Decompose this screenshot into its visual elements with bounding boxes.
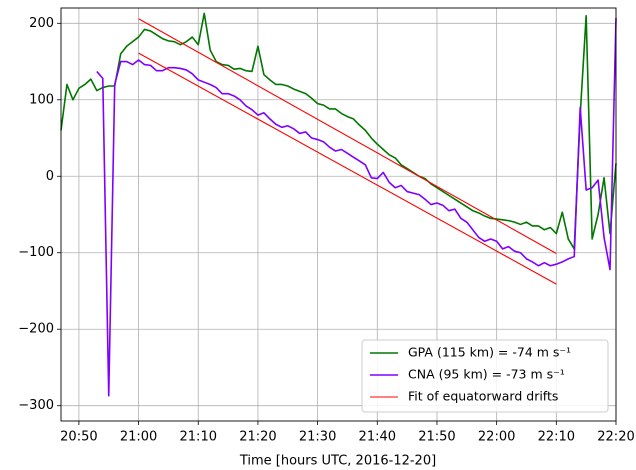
x-tick-label: 21:10 [180, 430, 217, 445]
y-tick-label: 100 [29, 92, 54, 107]
plot-frame [60, 7, 617, 422]
x-tick-label: 21:00 [120, 430, 157, 445]
x-tick-label: 21:40 [359, 430, 396, 445]
x-tick-label: 22:00 [478, 430, 515, 445]
y-tick-label: −100 [18, 245, 54, 260]
legend-label: GPA (115 km) = -74 m s⁻¹ [408, 345, 571, 360]
fit-line [138, 18, 557, 254]
x-tick-label: 21:50 [418, 430, 455, 445]
legend-label: Fit of equatorward drifts [408, 389, 558, 404]
y-tick-label: 0 [46, 169, 54, 184]
legend-label: CNA (95 km) = -73 m s⁻¹ [408, 367, 565, 382]
series-line [96, 17, 617, 397]
x-tick-label: 22:20 [597, 430, 634, 445]
y-tick-label: −300 [18, 398, 54, 413]
x-tick-label: 21:30 [299, 430, 336, 445]
series-line [60, 12, 617, 250]
x-tick-label: 20:50 [60, 430, 97, 445]
x-tick-label: 21:20 [239, 430, 276, 445]
y-tick-label: −200 [18, 322, 54, 337]
fit-line [138, 52, 557, 285]
legend: GPA (115 km) = -74 m s⁻¹ CNA (95 km) = -7… [361, 339, 609, 413]
legend-box [361, 339, 609, 413]
x-axis-label: Time [hours UTC, 2016-12-20] [239, 454, 436, 469]
x-tick-label: 22:10 [538, 430, 575, 445]
y-tick-label: 200 [29, 16, 54, 31]
